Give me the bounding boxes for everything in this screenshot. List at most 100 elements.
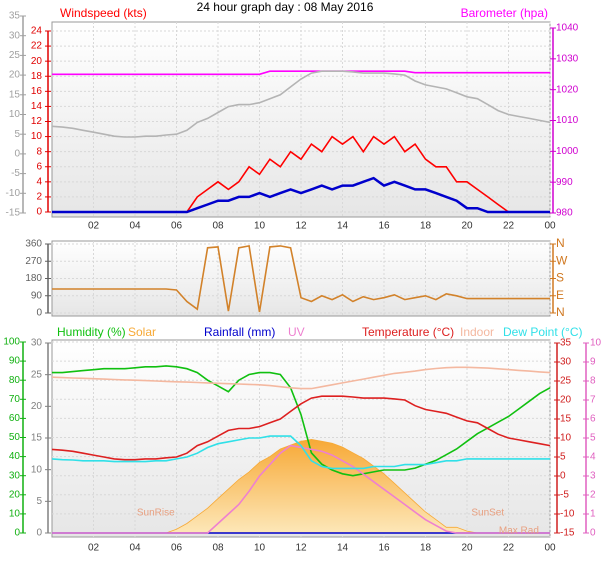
y-tick-label: 8 [590,376,596,387]
y-tick-label: 90 [31,290,43,301]
y-tick-label: 180 [25,273,42,284]
y-tick-label: 980 [556,208,573,219]
series-line [52,176,550,214]
y-tick-label: 360 [25,239,42,250]
y-tick-label: -15 [6,208,21,219]
y-tick-label: 6 [36,161,42,172]
y-tick-label: 0 [36,308,42,319]
y-tick-label: 2 [590,490,596,501]
y-tick-label: 4 [36,176,42,187]
x-tick-label: 08 [212,543,224,554]
legend-entry: UV [288,325,305,339]
y-tick-label: 1020 [556,84,579,95]
y-tick-label: 15 [560,414,572,425]
x-tick-label: 10 [254,221,266,232]
x-tick-label: 06 [171,221,183,232]
series-line [52,444,550,534]
x-tick-label: 08 [212,221,224,232]
y-tick-label: 30 [9,30,21,41]
y-tick-label: 50 [9,432,21,443]
y-tick-label: 30 [31,338,43,349]
y-tick-label: 10 [590,338,602,349]
x-tick-label: 00 [544,221,556,232]
annotation: Max Rad [499,526,539,537]
y-tick-label: 14 [31,101,43,112]
legend-entry: Dew Point (°C) [503,325,582,339]
x-tick-label: 22 [503,543,515,554]
series-line [52,70,550,76]
y-tick-label: 0 [560,471,566,482]
legend-entry: Barometer (hpa) [461,6,548,20]
y-tick-label: -10 [6,188,21,199]
y-tick-label: 12 [31,116,43,127]
series-line [51,70,551,138]
legend-entry: Solar [128,325,156,339]
x-tick-label: 18 [420,543,432,554]
y-tick-label: 1 [590,509,596,520]
legend-entry: Windspeed (kts) [60,6,147,20]
y-tick-label: 16 [31,86,43,97]
y-tick-label: 20 [9,70,21,81]
chart-title: 24 hour graph day : 08 May 2016 [197,0,374,14]
y-tick-label: 20 [31,56,43,67]
y-tick-label: 10 [9,109,21,120]
x-tick-label: 16 [378,221,390,232]
y-tick-label: 60 [9,413,21,424]
y-tick-label: -5 [11,168,20,179]
y-tick-label: 6 [590,414,596,425]
series-line [52,244,550,313]
x-tick-label: 20 [461,221,473,232]
legend-entry: Humidity (%) [57,325,126,339]
y-tick-label: 990 [556,177,573,188]
x-tick-label: 00 [544,543,556,554]
x-tick-label: 20 [461,543,473,554]
y-tick-label: 10 [31,464,43,475]
y-tick-label: E [556,288,564,302]
y-tick-label: 18 [31,71,43,82]
x-tick-label: 02 [88,221,100,232]
x-tick-label: 14 [337,221,349,232]
y-tick-label: 20 [9,489,21,500]
series-line [51,366,551,390]
y-tick-label: 5 [36,496,42,507]
x-tick-label: 14 [337,543,349,554]
legend-entry: Temperature (°C) [362,325,454,339]
y-tick-label: 5 [590,433,596,444]
x-tick-label: 12 [295,221,307,232]
y-tick-label: -10 [560,509,575,520]
y-tick-label: -15 [560,528,575,539]
y-tick-label: 9 [590,357,596,368]
y-tick-label: 5 [14,129,20,140]
y-tick-label: 15 [31,433,43,444]
x-tick-label: 06 [171,543,183,554]
x-tick-label: 04 [129,543,141,554]
y-tick-label: 5 [560,452,566,463]
y-tick-label: 1010 [556,115,579,126]
legend-entry: Indoor [460,325,494,339]
y-tick-label: 0 [14,149,20,160]
x-tick-label: 02 [88,543,100,554]
y-tick-label: 1000 [556,146,579,157]
y-tick-label: 10 [560,433,572,444]
y-tick-label: 25 [9,50,21,61]
y-tick-label: 15 [9,89,21,100]
y-tick-label: 40 [9,451,21,462]
y-tick-label: -5 [560,490,569,501]
series-line [52,365,551,477]
y-tick-label: N [556,236,565,250]
y-tick-label: 2 [36,192,42,203]
y-tick-label: 1030 [556,53,579,64]
x-tick-label: 22 [503,221,515,232]
x-tick-label: 12 [295,543,307,554]
y-tick-label: 0 [36,207,42,218]
series-line [51,395,551,461]
y-tick-label: 30 [560,357,572,368]
y-tick-label: 22 [31,41,43,52]
y-tick-label: W [556,253,568,267]
annotation: SunSet [471,508,504,519]
x-tick-label: 16 [378,543,390,554]
y-tick-label: 7 [590,395,596,406]
y-tick-label: 10 [31,131,43,142]
y-tick-label: S [556,271,564,285]
